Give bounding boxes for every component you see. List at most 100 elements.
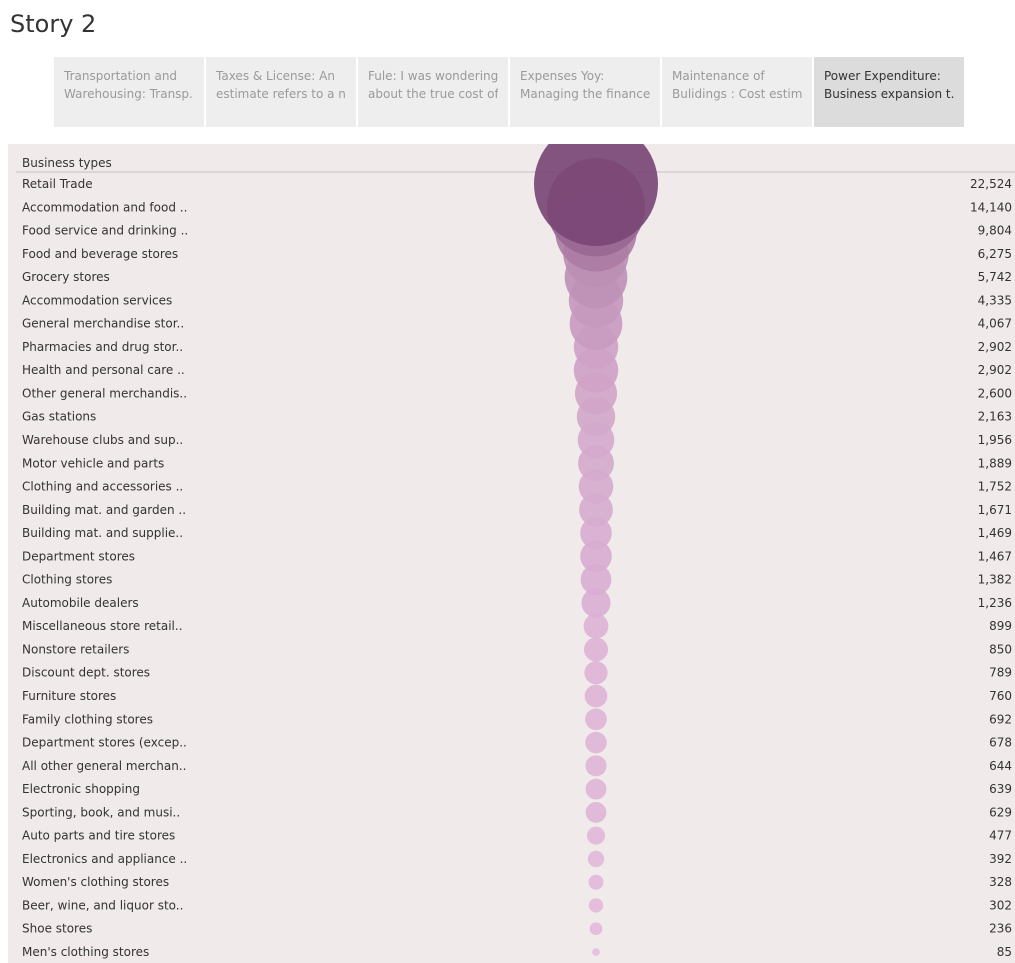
- value-label: 1,236: [978, 596, 1012, 610]
- bubble-mark[interactable]: [573, 347, 619, 393]
- value-label: 1,889: [978, 456, 1012, 470]
- story-tab-line-1: Maintenance of: [672, 69, 765, 83]
- category-label: General merchandise stor..: [22, 317, 184, 331]
- value-label: 9,804: [978, 224, 1012, 238]
- value-label: 1,956: [978, 433, 1012, 447]
- value-label: 14,140: [970, 200, 1012, 214]
- category-label: Electronic shopping: [22, 782, 140, 796]
- category-label: Family clothing stores: [22, 712, 153, 726]
- value-label: 4,067: [978, 317, 1012, 331]
- story-tab-2[interactable]: Taxes & License: An estimate refers to a …: [206, 57, 356, 127]
- bubble-mark[interactable]: [588, 874, 604, 890]
- bubble-mark[interactable]: [584, 661, 608, 685]
- value-label: 760: [989, 689, 1012, 703]
- story-tab-line-2: Managing the finance..: [520, 87, 650, 101]
- value-label: 392: [989, 852, 1012, 866]
- value-label: 850: [989, 642, 1012, 656]
- story-tab-4[interactable]: Expenses Yoy: Managing the finance..: [510, 57, 660, 127]
- category-label: Nonstore retailers: [22, 642, 129, 656]
- bubble-mark[interactable]: [586, 826, 606, 845]
- value-label: 639: [989, 782, 1012, 796]
- chart-panel: Business types Retail Trade 22,524 Accommod…: [8, 144, 1015, 963]
- story-tab-line-2: about the true cost of..: [368, 87, 498, 101]
- bubble-mark[interactable]: [584, 684, 608, 708]
- category-label: Health and personal care ..: [22, 363, 185, 377]
- bubble-mark[interactable]: [585, 778, 607, 800]
- story-tab-3[interactable]: Fule: I was wondering about the true cost…: [358, 57, 508, 127]
- category-label: Gas stations: [22, 410, 96, 424]
- bubble-mark[interactable]: [592, 948, 600, 956]
- category-label: Clothing and accessories ..: [22, 480, 183, 494]
- story-tab-line-1: Taxes & License: An: [216, 69, 335, 83]
- story-title: Story 2: [10, 10, 97, 38]
- category-label: Auto parts and tire stores: [22, 829, 175, 843]
- bubble-mark[interactable]: [534, 144, 658, 246]
- value-label: 1,752: [978, 480, 1012, 494]
- category-label: Beer, wine, and liquor sto..: [22, 898, 183, 912]
- category-label: Warehouse clubs and sup..: [22, 433, 183, 447]
- value-label: 1,467: [978, 549, 1012, 563]
- category-label: Shoe stores: [22, 922, 92, 936]
- story-tab-line-2: Bulidings : Cost estim..: [672, 87, 802, 101]
- story-tab-6[interactable]: Power Expenditure: Business expansion t..: [814, 57, 964, 127]
- bubble-mark[interactable]: [585, 731, 607, 754]
- value-label: 2,902: [978, 340, 1012, 354]
- value-label: 629: [989, 805, 1012, 819]
- value-label: 1,469: [978, 526, 1012, 540]
- story-tab-line-1: Fule: I was wondering: [368, 69, 498, 83]
- category-label: Food service and drinking ..: [22, 224, 188, 238]
- bubble-mark[interactable]: [587, 850, 605, 868]
- category-label: Accommodation and food ..: [22, 200, 187, 214]
- bubble-mark[interactable]: [580, 517, 612, 549]
- value-label: 302: [989, 898, 1012, 912]
- category-label: Food and beverage stores: [22, 247, 178, 261]
- bubble-group: [534, 144, 658, 956]
- category-label: Miscellaneous store retail..: [22, 619, 183, 633]
- bubble-mark[interactable]: [585, 802, 607, 823]
- bubble-mark[interactable]: [585, 755, 607, 777]
- category-label: Department stores (excep..: [22, 736, 187, 750]
- row-header-label: Business types: [22, 156, 112, 170]
- category-label: Grocery stores: [22, 270, 110, 284]
- bubble-mark[interactable]: [589, 922, 603, 936]
- value-label: 644: [989, 759, 1012, 773]
- category-label: Motor vehicle and parts: [22, 456, 164, 470]
- category-label: Sporting, book, and musi..: [22, 805, 180, 819]
- category-label: Department stores: [22, 549, 135, 563]
- value-label: 678: [989, 736, 1012, 750]
- value-label: 899: [989, 619, 1012, 633]
- story-tab-line-2: Business expansion t..: [824, 87, 954, 101]
- value-label: 5,742: [978, 270, 1012, 284]
- story-tab-1[interactable]: Transportation and Warehousing: Transp..: [54, 57, 204, 127]
- story-tab-5[interactable]: Maintenance of Bulidings : Cost estim..: [662, 57, 812, 127]
- bubble-mark[interactable]: [580, 540, 612, 573]
- value-label: 328: [989, 875, 1012, 889]
- category-label: Pharmacies and drug stor..: [22, 340, 183, 354]
- value-label: 789: [989, 666, 1012, 680]
- value-label: 6,275: [978, 247, 1012, 261]
- bubble-mark[interactable]: [583, 637, 609, 662]
- story-tab-line-2: estimate refers to a n..: [216, 87, 346, 101]
- category-label: All other general merchan..: [22, 759, 186, 773]
- category-label: Women's clothing stores: [22, 875, 169, 889]
- category-label: Retail Trade: [22, 177, 93, 191]
- bubble-mark[interactable]: [581, 588, 611, 618]
- bubble-mark[interactable]: [585, 708, 607, 731]
- bubble-mark[interactable]: [583, 613, 609, 639]
- bubble-chart: Business types Retail Trade 22,524 Accommod…: [16, 144, 1015, 959]
- value-label: 22,524: [970, 177, 1012, 191]
- bubble-mark[interactable]: [588, 898, 604, 913]
- value-label: 477: [989, 829, 1012, 843]
- story-tab-line-1: Transportation and: [64, 69, 178, 83]
- value-label: 2,600: [978, 386, 1012, 400]
- category-label: Automobile dealers: [22, 596, 139, 610]
- story-tab-line-1: Expenses Yoy:: [520, 69, 605, 83]
- value-label: 1,671: [978, 503, 1012, 517]
- value-label: 2,163: [978, 410, 1012, 424]
- category-label: Other general merchandis..: [22, 386, 187, 400]
- story-tab-line-2: Warehousing: Transp..: [64, 87, 194, 101]
- category-label: Men's clothing stores: [22, 945, 149, 959]
- bubble-mark[interactable]: [580, 564, 612, 595]
- category-label: Furniture stores: [22, 689, 116, 703]
- category-label: Electronics and appliance ..: [22, 852, 187, 866]
